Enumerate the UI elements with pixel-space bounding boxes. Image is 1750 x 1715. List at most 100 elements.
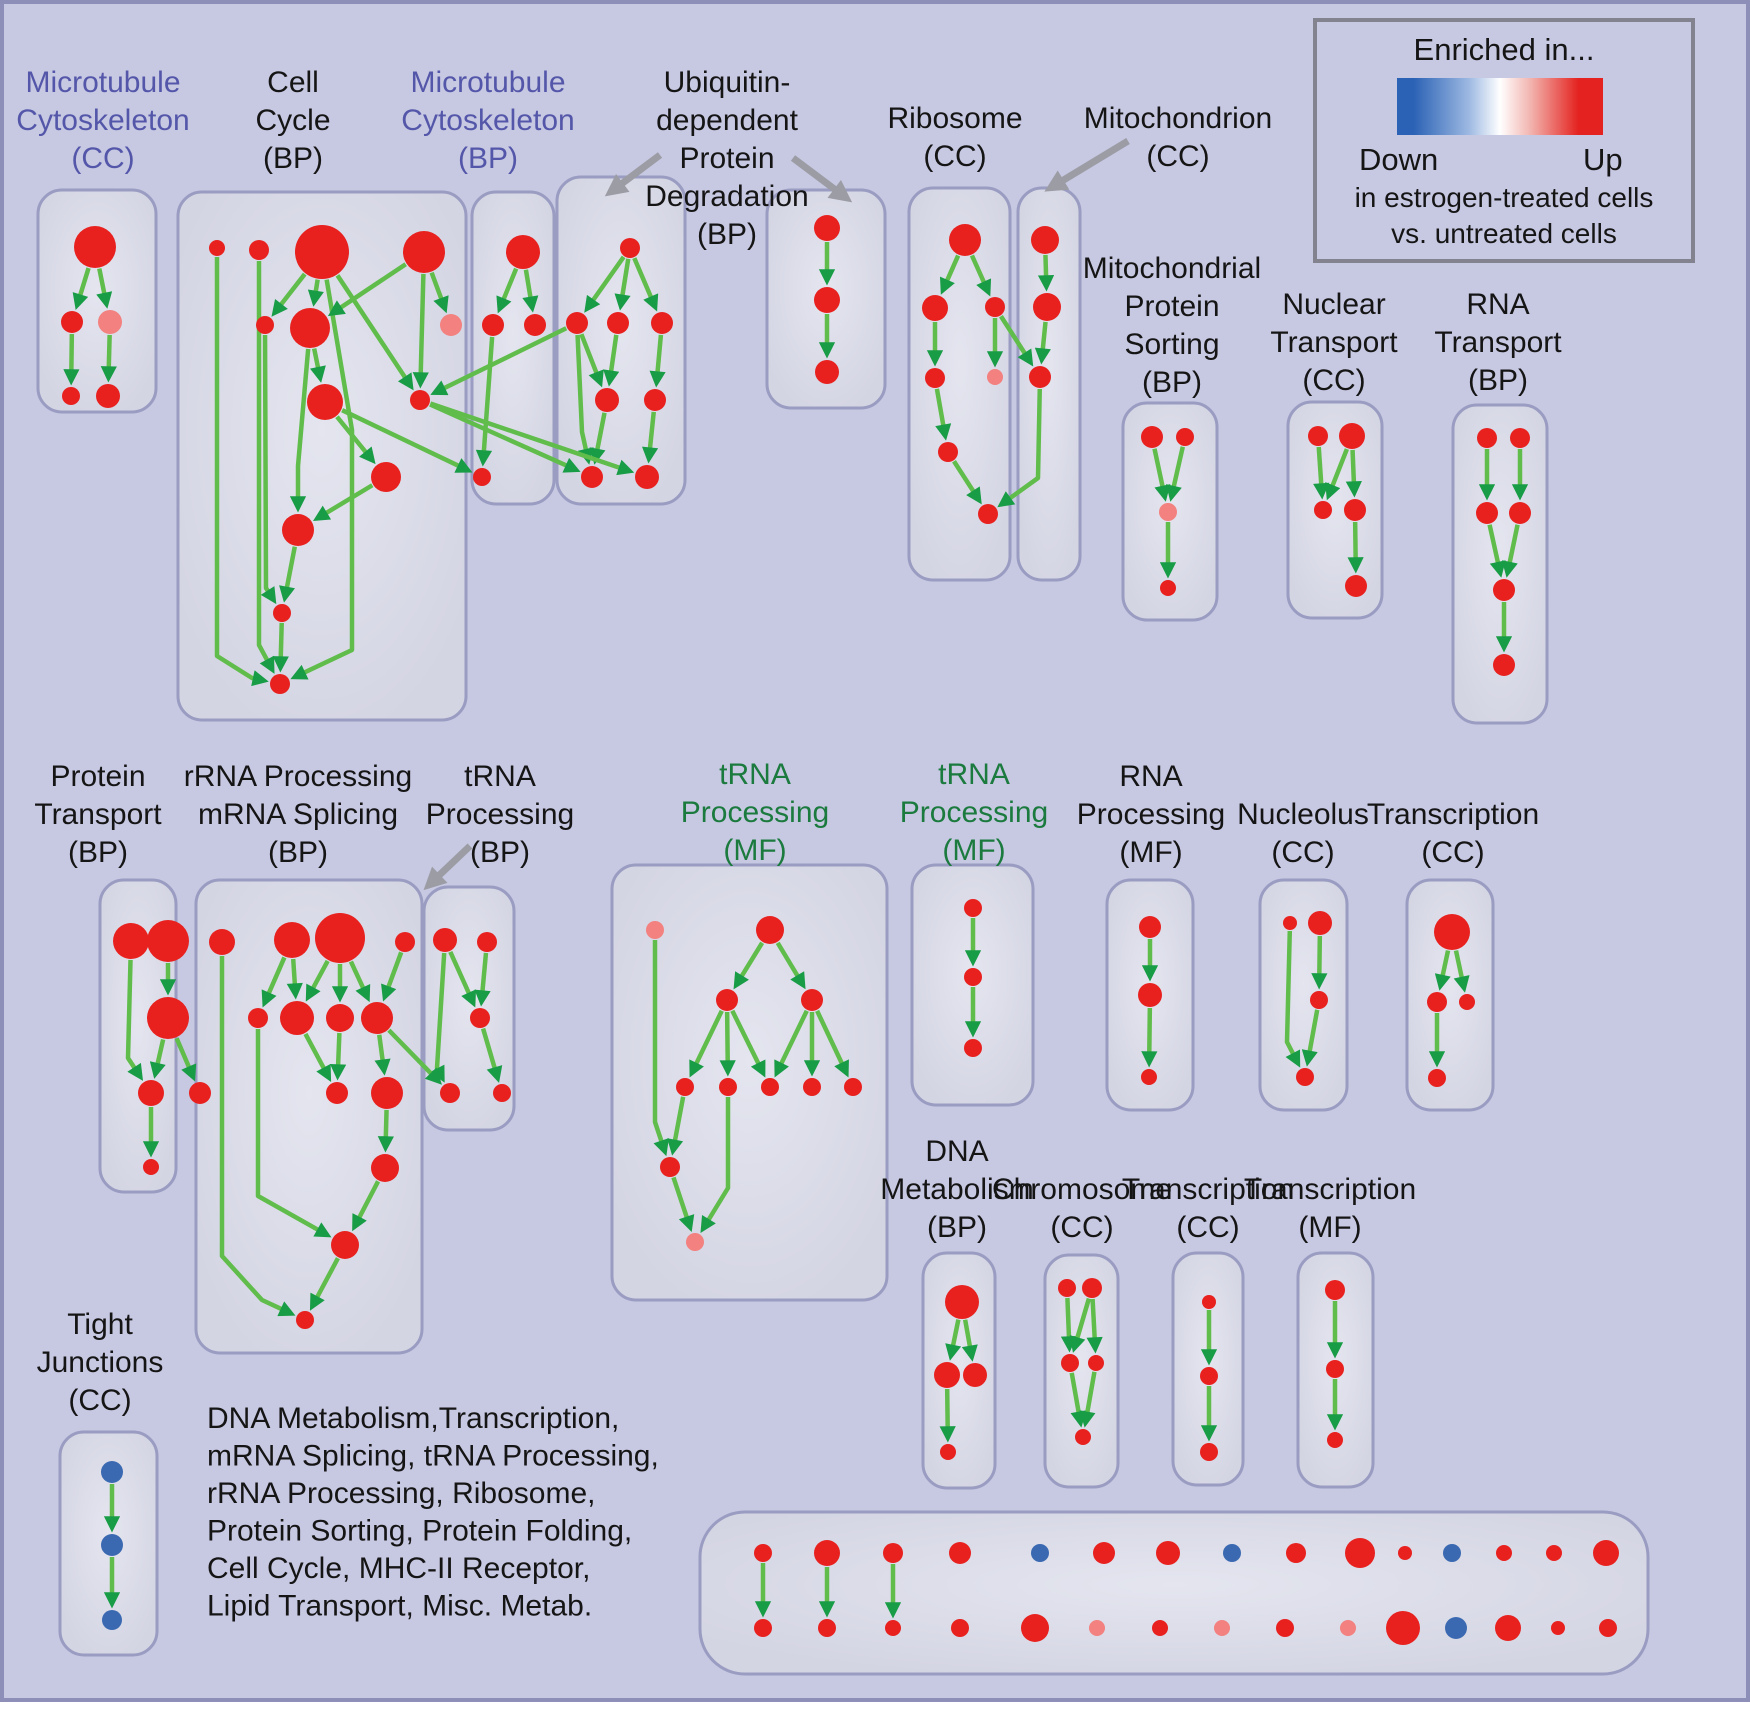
- node-bottom-misc-22: [1214, 1620, 1230, 1636]
- node-dna-metab-3: [940, 1444, 956, 1460]
- label-rrna: rRNA Processing mRNA Splicing (BP): [184, 760, 412, 869]
- edge: [945, 1319, 962, 1361]
- edge: [1166, 446, 1185, 502]
- label-trna-bp: tRNA Processing (BP): [426, 760, 574, 869]
- node-bottom-misc-10: [1398, 1546, 1412, 1560]
- node-rrna-8: [326, 1082, 348, 1104]
- edge: [327, 262, 407, 317]
- node-transcription-cc-mid-2: [1459, 994, 1475, 1010]
- node-bottom-misc-17: [885, 1620, 901, 1636]
- node-rrna-1: [274, 922, 310, 958]
- node-rrna-10: [371, 1154, 399, 1182]
- node-rrna-2: [315, 913, 365, 963]
- node-nuclear-transport-0: [1308, 426, 1328, 446]
- label-transcription-mf: Transcription (MF): [1244, 1173, 1416, 1244]
- node-ub-deg-1-3: [651, 312, 673, 334]
- node-rna-transport-1: [1510, 428, 1530, 448]
- node-rrna-12: [296, 1311, 314, 1329]
- node-protein-transport-4: [189, 1082, 211, 1104]
- label-ub-deg: Ubiquitin-dependent Protein Degradation (BP…: [645, 66, 808, 251]
- node-trna-mf-small-0: [964, 899, 982, 917]
- label-transcription-cc-bot: Transcription (CC): [1122, 1173, 1294, 1244]
- node-bottom-misc-4: [1031, 1544, 1049, 1562]
- node-mt-bp-1: [482, 314, 504, 336]
- node-cell-cycle-12: [270, 674, 290, 694]
- labels: Microtubule Cytoskeleton (CC) Cell Cycle (BP)…: [16, 66, 1562, 1623]
- node-bottom-misc-27: [1495, 1615, 1521, 1641]
- node-dna-metab-2: [963, 1363, 987, 1387]
- edge: [381, 951, 404, 1002]
- edge: [952, 460, 982, 505]
- edge: [614, 258, 631, 311]
- edge: [689, 1009, 724, 1078]
- node-nucleolus-2: [1310, 991, 1328, 1009]
- label-dna-metab: DNA Metabolism (BP): [880, 1135, 1033, 1244]
- label-cell-cycle: Cell Cycle (BP): [255, 66, 330, 175]
- node-protein-transport-5: [143, 1159, 159, 1175]
- node-protein-transport-1: [147, 920, 189, 962]
- node-ub-deg-1-5: [644, 389, 666, 411]
- node-mito-sorting-3: [1160, 580, 1176, 596]
- node-cell-cycle-8: [410, 390, 430, 410]
- edge: [642, 411, 659, 464]
- node-chromosome-4: [1075, 1429, 1091, 1445]
- node-trna-mf-big-1: [756, 916, 784, 944]
- label-protein-transport: Protein Transport (BP): [34, 760, 162, 869]
- node-ub-deg-1-6: [581, 466, 603, 488]
- edge: [474, 952, 491, 1007]
- edge: [667, 1096, 686, 1156]
- legend-up-label: Up: [1583, 142, 1623, 177]
- node-ribosome-5: [938, 442, 958, 462]
- box-bottom-misc: [698, 1510, 1650, 1676]
- node-tight-junctions-0: [101, 1461, 123, 1483]
- node-mitochondrion-1: [1033, 293, 1061, 321]
- edge: [480, 1027, 503, 1083]
- node-bottom-misc-0: [754, 1544, 772, 1562]
- node-transcription-cc-bot-1: [1200, 1367, 1218, 1385]
- edge: [632, 257, 659, 312]
- edge: [305, 959, 330, 1002]
- node-cell-cycle-5: [290, 308, 330, 348]
- node-rrna-9: [371, 1077, 403, 1109]
- node-mitochondrion-0: [1031, 226, 1059, 254]
- node-trna-mf-small-2: [964, 1039, 982, 1057]
- edge: [214, 257, 269, 687]
- node-rna-transport-3: [1509, 502, 1531, 524]
- node-rrna-6: [326, 1004, 354, 1032]
- node-cell-cycle-7: [307, 384, 343, 420]
- node-bottom-misc-25: [1386, 1611, 1420, 1645]
- edge: [272, 622, 289, 673]
- legend-note-line1: in estrogen-treated cells: [1354, 182, 1654, 213]
- node-mt-bp-3: [473, 468, 491, 486]
- edge: [149, 1038, 166, 1079]
- edge: [448, 950, 477, 1008]
- pointer-arrow: [1044, 138, 1130, 192]
- edge: [730, 1009, 766, 1078]
- label-nuclear-transport: Nuclear Transport (CC): [1270, 288, 1398, 397]
- node-rna-proc-mf-2: [1141, 1069, 1157, 1085]
- edge: [1325, 448, 1349, 501]
- edge: [475, 336, 495, 467]
- edge: [125, 959, 144, 1081]
- node-rna-transport-5: [1493, 654, 1515, 676]
- edge: [341, 408, 473, 473]
- edge: [1301, 1009, 1320, 1067]
- node-dna-metab-1: [934, 1362, 960, 1388]
- node-bottom-misc-19: [1021, 1614, 1049, 1642]
- node-transcription-mf-1: [1326, 1360, 1344, 1378]
- node-tight-junctions-2: [102, 1610, 122, 1630]
- edge: [939, 254, 961, 295]
- node-dna-metab-0: [945, 1285, 979, 1319]
- node-mito-sorting-0: [1141, 426, 1163, 448]
- edge: [1086, 1298, 1103, 1354]
- node-ub-deg-1-4: [595, 388, 619, 412]
- edge: [700, 1097, 731, 1234]
- legend-gradient-bar: [1397, 78, 1603, 135]
- node-ribosome-6: [978, 504, 998, 524]
- edge: [377, 1109, 394, 1153]
- node-bottom-misc-26: [1445, 1617, 1467, 1639]
- node-mito-sorting-2: [1159, 503, 1177, 521]
- edge: [815, 1009, 849, 1078]
